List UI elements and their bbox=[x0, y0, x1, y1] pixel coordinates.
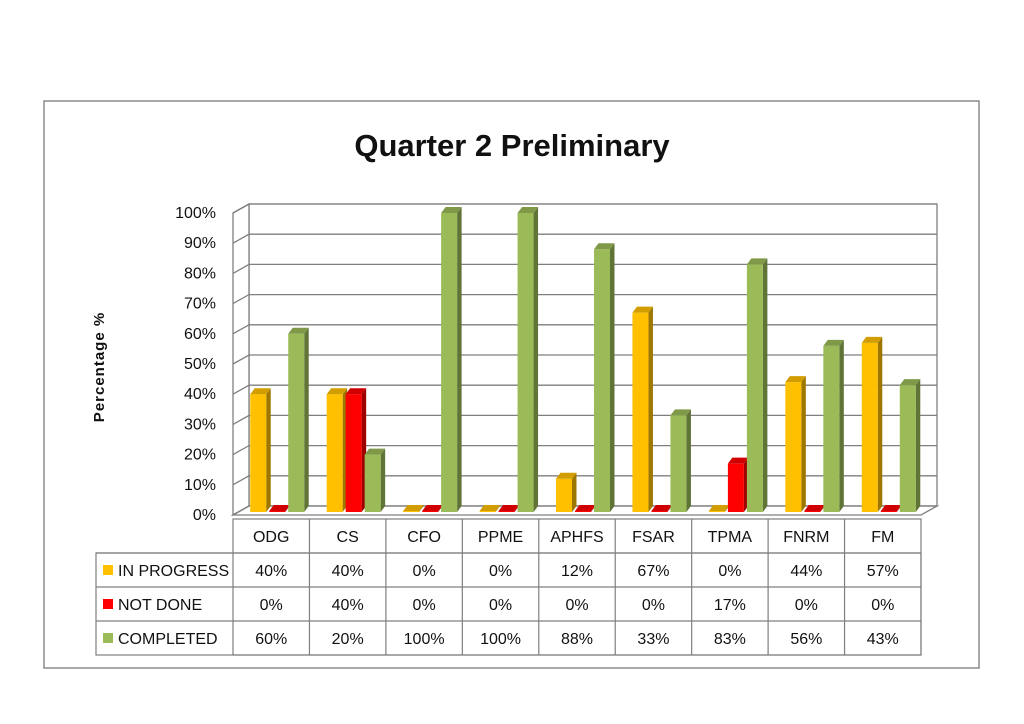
legend-entry: IN PROGRESS bbox=[118, 563, 229, 580]
bar-aphfs-in-progress bbox=[556, 472, 577, 512]
data-label: 88% bbox=[561, 631, 593, 648]
data-label: 83% bbox=[714, 631, 746, 648]
bar-aphfs-completed bbox=[594, 243, 615, 513]
gridline bbox=[232, 505, 937, 516]
bar-fsar-completed bbox=[670, 409, 691, 512]
gridline bbox=[232, 263, 937, 274]
gridline bbox=[232, 414, 937, 425]
bar-fsar-in-progress bbox=[632, 306, 653, 512]
bar-odg-completed bbox=[288, 327, 309, 512]
category-label: PPME bbox=[478, 529, 523, 546]
chart-title: Quarter 2 Preliminary bbox=[354, 128, 670, 163]
data-label: 17% bbox=[714, 597, 746, 614]
data-label: 12% bbox=[561, 563, 593, 580]
bar-fm-completed bbox=[899, 379, 921, 512]
bar-odg-in-progress bbox=[250, 388, 271, 512]
legend-entry: NOT DONE bbox=[118, 597, 202, 614]
bar-tpma-not-done bbox=[727, 457, 749, 512]
gridline bbox=[232, 384, 937, 395]
data-label: 40% bbox=[332, 563, 364, 580]
bar-ppme-completed bbox=[517, 207, 539, 512]
legend-key-in-progress bbox=[103, 565, 113, 575]
data-label: 60% bbox=[255, 631, 287, 648]
y-tick-label: 70% bbox=[184, 296, 216, 313]
gridline bbox=[232, 233, 937, 244]
data-label: 56% bbox=[790, 631, 822, 648]
gridline bbox=[232, 324, 937, 335]
data-label: 20% bbox=[332, 631, 364, 648]
category-label: CS bbox=[337, 529, 359, 546]
y-tick-label: 30% bbox=[184, 416, 216, 433]
data-label: 33% bbox=[637, 631, 669, 648]
data-label: 0% bbox=[489, 597, 512, 614]
data-label: 67% bbox=[637, 563, 669, 580]
legend-key-completed bbox=[103, 633, 113, 643]
data-label: 100% bbox=[480, 631, 521, 648]
category-label: TPMA bbox=[708, 529, 753, 546]
y-tick-label: 100% bbox=[175, 205, 216, 222]
data-label: 0% bbox=[413, 563, 436, 580]
y-tick-label: 10% bbox=[184, 477, 216, 494]
gridline bbox=[232, 354, 937, 365]
data-label: 43% bbox=[867, 631, 899, 648]
data-label: 100% bbox=[404, 631, 445, 648]
category-label: FSAR bbox=[632, 529, 675, 546]
y-tick-label: 50% bbox=[184, 356, 216, 373]
data-label: 0% bbox=[565, 597, 588, 614]
data-table: ODG CS CFO PPME APHFS FSAR TPMA FNRM FM IN PROGRE… bbox=[95, 518, 922, 656]
bar-cfo-completed bbox=[441, 207, 462, 512]
category-label: FNRM bbox=[783, 529, 829, 546]
y-tick-label: 60% bbox=[184, 326, 216, 343]
category-label: ODG bbox=[253, 529, 289, 546]
bar-fnrm-completed bbox=[823, 339, 844, 512]
data-label: 0% bbox=[642, 597, 665, 614]
bar-cs-in-progress bbox=[326, 388, 348, 512]
bar-fnrm-in-progress bbox=[785, 376, 806, 512]
y-tick-label: 90% bbox=[184, 235, 216, 252]
data-label: 57% bbox=[867, 563, 899, 580]
bar-cfo-in-progress bbox=[403, 505, 424, 512]
data-label: 44% bbox=[790, 563, 822, 580]
data-label: 40% bbox=[255, 563, 287, 580]
y-axis-label: Percentage % bbox=[91, 312, 108, 422]
data-label: 40% bbox=[332, 597, 364, 614]
legend-entry: COMPLETED bbox=[118, 631, 218, 648]
legend-key-not-done bbox=[103, 599, 113, 609]
data-label: 0% bbox=[489, 563, 512, 580]
category-label: FM bbox=[871, 529, 894, 546]
y-tick-label: 20% bbox=[184, 447, 216, 464]
gridline bbox=[232, 293, 937, 305]
category-label: CFO bbox=[407, 529, 441, 546]
gridline bbox=[232, 444, 937, 456]
bar-cs-completed bbox=[364, 448, 386, 512]
plot-area: 0% 10% 20% 30% 40% 50% 60% 70% 80% 90% 100% bbox=[175, 202, 940, 524]
y-tick-label: 40% bbox=[184, 386, 216, 403]
bar-cs-not-done bbox=[345, 388, 367, 512]
gridline bbox=[232, 203, 937, 214]
y-tick-label: 0% bbox=[193, 507, 216, 524]
y-tick-label: 80% bbox=[184, 265, 216, 282]
bar-tpma-completed bbox=[746, 258, 768, 512]
bar-ppme-in-progress bbox=[479, 505, 501, 512]
data-label: 0% bbox=[718, 563, 741, 580]
category-label: APHFS bbox=[550, 529, 603, 546]
gridline bbox=[232, 475, 937, 486]
bar-fm-in-progress bbox=[861, 336, 883, 512]
data-label: 0% bbox=[260, 597, 283, 614]
data-label: 0% bbox=[871, 597, 894, 614]
data-label: 0% bbox=[795, 597, 818, 614]
data-label: 0% bbox=[413, 597, 436, 614]
